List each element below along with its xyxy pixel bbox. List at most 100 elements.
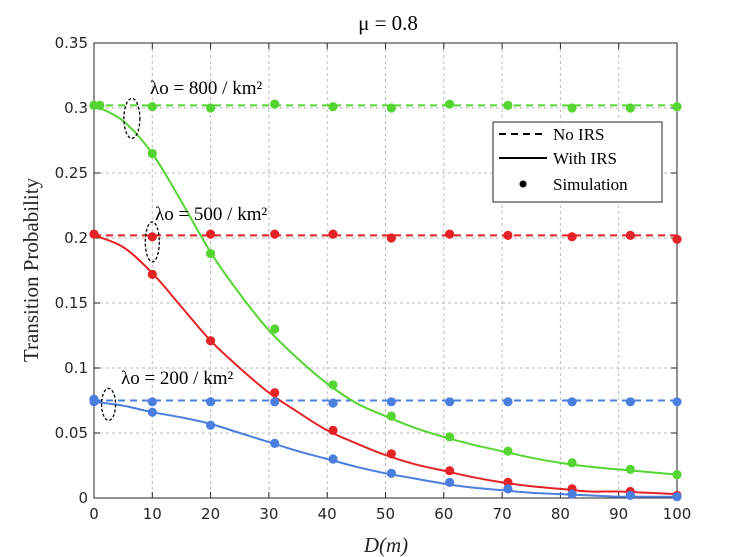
simulation-point	[270, 229, 280, 239]
simulation-point	[503, 477, 513, 487]
simulation-point	[503, 230, 513, 240]
simulation-point	[445, 229, 455, 239]
simulation-point	[147, 397, 157, 407]
x-tick-label: 90	[609, 505, 628, 523]
x-tick-label: 10	[143, 505, 162, 523]
series-5	[93, 400, 677, 498]
series-11	[89, 397, 682, 502]
legend: No IRS With IRS Simulation	[492, 121, 663, 203]
x-tick-label: 0	[89, 505, 99, 523]
series-4	[93, 234, 678, 496]
legend-label-no-irs: No IRS	[553, 125, 604, 144]
legend-box	[492, 121, 663, 203]
simulation-point	[567, 232, 577, 242]
annotation-label: λo = 200 / km²	[121, 368, 233, 389]
grid	[94, 43, 677, 498]
simulation-point	[386, 233, 396, 243]
simulation-point	[89, 229, 99, 239]
simulation-point	[147, 232, 157, 242]
simulation-point	[567, 489, 577, 499]
simulation-point	[147, 102, 157, 112]
simulation-point	[206, 420, 216, 430]
simulation-point	[270, 324, 280, 334]
simulation-point	[386, 468, 396, 478]
simulation-point	[625, 397, 635, 407]
simulation-point	[386, 449, 396, 459]
legend-swatch-marker	[519, 180, 527, 188]
y-axis-label: Transition Probability	[19, 177, 43, 362]
simulation-point	[445, 477, 455, 487]
x-tick-label: 60	[434, 505, 453, 523]
annotation-ellipse	[123, 97, 141, 140]
simulation-point	[206, 229, 216, 239]
x-tick-label: 100	[663, 505, 692, 523]
with-irs-curve	[93, 104, 678, 476]
x-tick-label: 70	[493, 505, 512, 523]
simulation-point	[386, 411, 396, 421]
simulation-point	[206, 336, 216, 346]
simulation-point	[147, 407, 157, 417]
simulation-point	[328, 398, 338, 408]
y-tick-label: 0.35	[55, 34, 88, 52]
y-tick-label: 0.1	[64, 359, 88, 377]
simulation-point	[89, 397, 99, 407]
series-7	[147, 148, 682, 480]
simulation-point	[445, 432, 455, 442]
simulation-point	[328, 229, 338, 239]
y-tick-label: 0.25	[55, 164, 88, 182]
simulation-point	[270, 99, 280, 109]
simulation-point	[95, 100, 105, 110]
chart-title: μ = 0.8	[358, 11, 418, 35]
simulation-point	[328, 454, 338, 464]
simulation-point	[672, 470, 682, 480]
simulation-point	[445, 466, 455, 476]
simulation-point	[672, 492, 682, 502]
simulation-point	[625, 464, 635, 474]
y-tick-label: 0.15	[55, 294, 88, 312]
simulation-point	[206, 249, 216, 259]
annotation-2: λo = 200 / km²	[100, 368, 233, 422]
simulation-point	[270, 388, 280, 398]
simulation-point	[328, 425, 338, 435]
simulation-point	[567, 458, 577, 468]
with-irs-curve	[93, 400, 677, 498]
simulation-point	[672, 234, 682, 244]
annotation-ellipse	[144, 221, 160, 263]
simulation-point	[445, 397, 455, 407]
simulation-point	[672, 397, 682, 407]
y-tick-label: 0.3	[64, 99, 88, 117]
simulation-point	[270, 438, 280, 448]
annotations: λo = 800 / km² λo = 500 / km² λo = 200 / k…	[100, 78, 267, 422]
simulation-point	[206, 397, 216, 407]
annotation-0: λo = 800 / km²	[123, 78, 262, 140]
simulation-point	[567, 397, 577, 407]
simulation-point	[625, 230, 635, 240]
series-3	[93, 104, 678, 476]
simulation-point	[147, 269, 157, 279]
simulation-point	[445, 99, 455, 109]
simulation-point	[625, 103, 635, 113]
simulation-point	[270, 397, 280, 407]
simulation-point	[503, 397, 513, 407]
y-tick-label: 0	[78, 489, 88, 507]
simulation-point	[503, 100, 513, 110]
annotation-label: λo = 800 / km²	[150, 78, 262, 99]
simulation-point	[672, 102, 682, 112]
legend-label-simulation: Simulation	[553, 175, 628, 194]
simulation-point	[328, 102, 338, 112]
axes: 0 10 20 30 40 50 60 70 80 90 100 0 0.05 0.1 0.15 0.2 0.2…	[55, 34, 692, 523]
annotation-ellipse	[100, 387, 117, 422]
x-tick-label: 40	[318, 505, 337, 523]
simulation-point	[386, 103, 396, 113]
annotation-1: λo = 500 / km²	[144, 204, 267, 263]
series-6	[89, 99, 682, 113]
simulation-point	[147, 148, 157, 159]
with-irs-curve	[93, 234, 678, 496]
x-tick-label: 50	[376, 505, 395, 523]
series-8	[89, 229, 682, 244]
legend-label-with-irs: With IRS	[553, 149, 617, 168]
simulation-point	[503, 484, 513, 494]
x-tick-label: 80	[551, 505, 570, 523]
